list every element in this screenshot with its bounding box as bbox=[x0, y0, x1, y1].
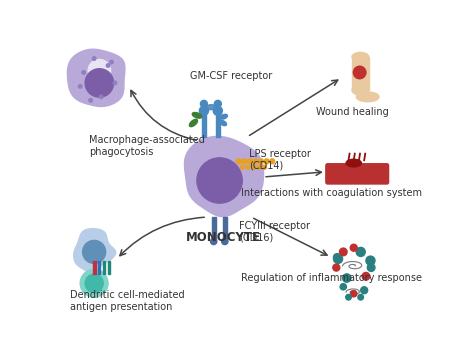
Circle shape bbox=[339, 248, 347, 256]
Ellipse shape bbox=[346, 159, 361, 167]
Circle shape bbox=[79, 85, 82, 88]
Bar bbox=[211, 217, 216, 241]
Circle shape bbox=[110, 60, 113, 64]
Circle shape bbox=[85, 69, 114, 97]
Ellipse shape bbox=[190, 119, 198, 127]
Circle shape bbox=[334, 254, 340, 261]
Bar bbox=[223, 217, 227, 241]
Circle shape bbox=[367, 264, 375, 272]
Circle shape bbox=[354, 66, 366, 79]
Polygon shape bbox=[67, 49, 125, 107]
Circle shape bbox=[251, 165, 255, 169]
Circle shape bbox=[92, 57, 96, 60]
Circle shape bbox=[100, 95, 103, 99]
Circle shape bbox=[247, 159, 252, 164]
Circle shape bbox=[89, 99, 92, 102]
Ellipse shape bbox=[352, 85, 369, 95]
Circle shape bbox=[259, 159, 264, 164]
Circle shape bbox=[351, 291, 357, 297]
Circle shape bbox=[106, 64, 110, 67]
Circle shape bbox=[113, 81, 117, 85]
Circle shape bbox=[85, 274, 103, 292]
Ellipse shape bbox=[219, 120, 227, 126]
Circle shape bbox=[253, 159, 258, 164]
Ellipse shape bbox=[192, 113, 201, 118]
Text: GM-CSF receptor: GM-CSF receptor bbox=[190, 71, 272, 81]
Ellipse shape bbox=[220, 114, 228, 119]
Circle shape bbox=[361, 287, 368, 294]
Circle shape bbox=[82, 71, 85, 74]
Circle shape bbox=[350, 244, 357, 251]
Circle shape bbox=[237, 159, 241, 164]
Text: Macrophage-associated
phagocytosis: Macrophage-associated phagocytosis bbox=[89, 135, 205, 157]
Text: FCYIII receptor
(CD16): FCYIII receptor (CD16) bbox=[239, 221, 310, 242]
Text: Dendritic cell-mediated
antigen presentation: Dendritic cell-mediated antigen presenta… bbox=[70, 290, 184, 312]
Bar bbox=[352, 57, 369, 90]
Circle shape bbox=[366, 256, 375, 265]
Text: Regulation of inflammatory response: Regulation of inflammatory response bbox=[241, 273, 421, 283]
Circle shape bbox=[246, 165, 250, 169]
Text: MONOCYTE: MONOCYTE bbox=[185, 231, 261, 244]
Bar bbox=[103, 261, 105, 274]
Circle shape bbox=[334, 255, 343, 263]
Bar bbox=[216, 114, 220, 137]
Circle shape bbox=[242, 159, 247, 164]
Circle shape bbox=[340, 284, 346, 290]
Circle shape bbox=[362, 273, 370, 280]
Bar bbox=[108, 261, 110, 274]
Circle shape bbox=[333, 264, 340, 271]
Circle shape bbox=[197, 158, 242, 203]
Circle shape bbox=[82, 240, 106, 263]
Circle shape bbox=[264, 159, 269, 164]
Circle shape bbox=[214, 100, 221, 107]
Ellipse shape bbox=[356, 92, 379, 102]
Circle shape bbox=[270, 159, 274, 164]
Circle shape bbox=[201, 100, 208, 107]
Bar bbox=[93, 261, 96, 274]
Text: Wound healing: Wound healing bbox=[316, 107, 388, 117]
Circle shape bbox=[213, 106, 222, 115]
Circle shape bbox=[200, 106, 209, 115]
Ellipse shape bbox=[352, 52, 369, 61]
Bar bbox=[202, 114, 206, 137]
Circle shape bbox=[240, 165, 244, 169]
Circle shape bbox=[263, 165, 266, 169]
Circle shape bbox=[222, 238, 228, 245]
Circle shape bbox=[88, 59, 110, 82]
Polygon shape bbox=[73, 229, 116, 273]
Circle shape bbox=[356, 247, 365, 256]
Bar bbox=[98, 261, 100, 274]
Text: Interactions with coagulation system: Interactions with coagulation system bbox=[241, 188, 421, 198]
Circle shape bbox=[358, 295, 364, 300]
Circle shape bbox=[257, 165, 261, 169]
Circle shape bbox=[210, 238, 217, 245]
Circle shape bbox=[343, 274, 351, 282]
Text: LPS receptor
(CD14): LPS receptor (CD14) bbox=[249, 149, 311, 171]
Polygon shape bbox=[184, 136, 264, 217]
Circle shape bbox=[80, 269, 108, 297]
Circle shape bbox=[346, 295, 351, 300]
FancyBboxPatch shape bbox=[326, 164, 389, 184]
